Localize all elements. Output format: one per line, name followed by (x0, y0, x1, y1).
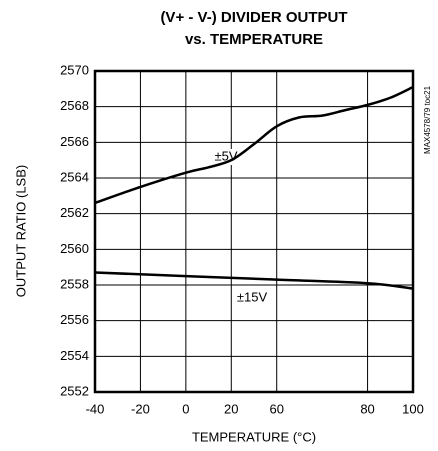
x-tick-label: -40 (86, 401, 105, 416)
y-tick-label: 2570 (60, 62, 89, 77)
data-line (94, 271, 414, 290)
y-tick-label: 2554 (60, 348, 89, 363)
plot-frame (93, 69, 415, 394)
chart-title: (V+ - V-) DIVIDER OUTPUT (160, 9, 347, 26)
annotation-bg (236, 290, 268, 306)
x-tick-label: 60 (269, 401, 283, 416)
x-tick-label: 100 (402, 401, 424, 416)
y-tick-label: 2562 (60, 205, 89, 220)
y-tick-label: 2556 (60, 312, 89, 327)
x-axis-title: TEMPERATURE (°C) (192, 429, 316, 444)
annotation-bg (210, 149, 242, 165)
y-tick-label: 2564 (60, 169, 89, 184)
x-tick-label: -20 (131, 401, 150, 416)
y-tick-label: 2566 (60, 134, 89, 149)
y-tick-label: 2558 (60, 276, 89, 291)
y-tick-label: 2552 (60, 383, 89, 398)
chart-title: vs. TEMPERATURE (185, 31, 323, 48)
data-line (94, 85, 414, 205)
x-tick-label: 0 (182, 401, 189, 416)
annotation: ±15V (237, 289, 268, 304)
x-tick-label: 80 (360, 401, 374, 416)
y-tick-label: 2568 (60, 98, 89, 113)
y-tick-label: 2560 (60, 241, 89, 256)
y-axis-title: OUTPUT RATIO (LSB) (13, 165, 28, 297)
side-note: MAX4578/79 toc21 (423, 85, 432, 154)
x-tick-label: 20 (224, 401, 238, 416)
